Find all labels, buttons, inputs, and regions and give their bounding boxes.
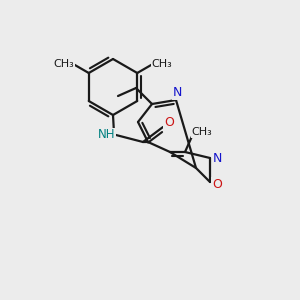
Text: CH₃: CH₃ xyxy=(192,127,212,137)
Text: CH₃: CH₃ xyxy=(54,59,74,69)
Text: CH₃: CH₃ xyxy=(152,59,172,69)
Text: N: N xyxy=(172,86,182,100)
Text: N: N xyxy=(212,152,222,164)
Text: NH: NH xyxy=(98,128,116,142)
Text: O: O xyxy=(164,116,174,128)
Text: O: O xyxy=(212,178,222,190)
